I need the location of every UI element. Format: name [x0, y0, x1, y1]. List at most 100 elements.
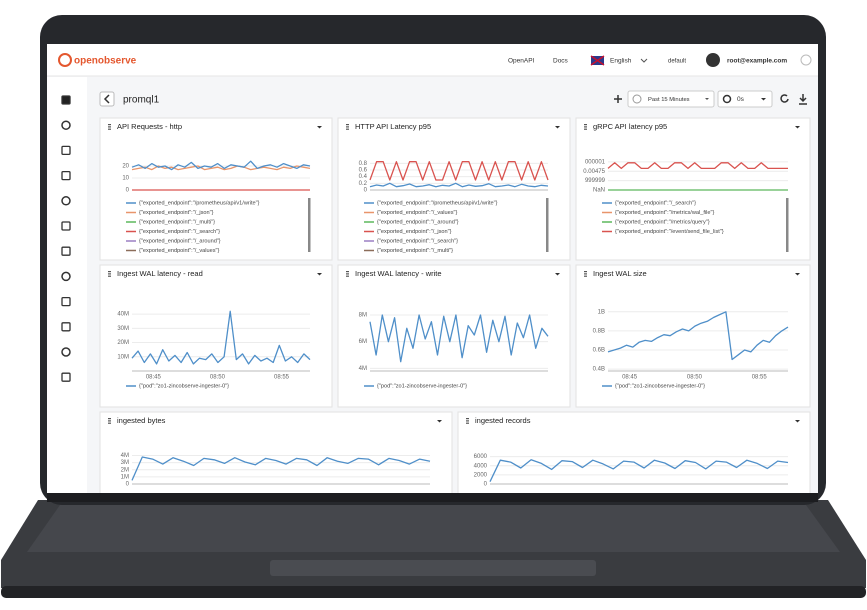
- x-tick-label: 08:45: [146, 375, 162, 381]
- drag-handle: [584, 273, 587, 275]
- keyboard-deck: [27, 505, 840, 552]
- drag-handle: [108, 420, 111, 422]
- sidebar-icon: [61, 246, 71, 256]
- panel-menu: [437, 420, 442, 423]
- drag-handle: [346, 271, 349, 273]
- nav-user[interactable]: root@example.com: [727, 58, 787, 65]
- panel-menu: [317, 273, 322, 276]
- y-tick-label: 10: [122, 176, 129, 182]
- panel-title: gRPC API latency p95: [593, 122, 667, 131]
- laptop-foot: [1, 586, 866, 598]
- nav-language[interactable]: English: [610, 58, 632, 65]
- legend-label: {"exported_endpoint":"/_values"}: [139, 248, 220, 254]
- legend-label: {"exported_endpoint":"/metrics/query"}: [615, 219, 710, 225]
- legend-label: {"pod":"zo1-zincobserve-ingester-0"}: [377, 383, 467, 389]
- drag-handle: [108, 273, 111, 275]
- y-tick-label: 0: [126, 188, 130, 194]
- y-tick-label: NaN: [593, 188, 605, 194]
- panel-menu: [555, 126, 560, 129]
- series-line: [369, 314, 549, 363]
- panel-title: Ingest WAL latency - write: [355, 269, 442, 278]
- drag-handle: [466, 418, 469, 420]
- avatar[interactable]: [706, 53, 720, 67]
- drag-handle: [346, 273, 349, 275]
- sidebar-icon: [61, 95, 71, 105]
- refresh-picker[interactable]: [717, 90, 773, 108]
- panel: ingested records 0 2000 4000 6000: [457, 411, 811, 493]
- clock-icon: [632, 94, 642, 104]
- legend-scrollbar: [546, 198, 549, 252]
- x-tick-label: 08:50: [210, 375, 226, 381]
- download-button[interactable]: [799, 94, 807, 105]
- legend-label: {"exported_endpoint":"/_json"}: [139, 210, 214, 216]
- sidebar-icon: [61, 296, 71, 307]
- legend-scrollbar: [786, 198, 789, 252]
- sidebar-icon: [61, 372, 71, 382]
- add-panel[interactable]: [614, 95, 622, 103]
- y-tick-label: 0: [126, 482, 130, 488]
- logo-icon: [58, 53, 72, 67]
- y-tick-label: 6000: [474, 454, 488, 460]
- y-tick-label: 1B: [598, 309, 605, 315]
- nav-docs[interactable]: Docs: [553, 58, 569, 65]
- drag-handle: [108, 422, 111, 424]
- panel-menu: [795, 126, 800, 129]
- panel-menu: [795, 273, 800, 276]
- drag-handle: [346, 275, 349, 277]
- caret: [640, 58, 648, 63]
- y-tick-label: 4000: [474, 463, 488, 469]
- y-tick-label: 4M: [359, 366, 367, 372]
- y-tick-label: 0: [484, 482, 488, 488]
- user-menu[interactable]: [800, 54, 812, 66]
- series-line: [607, 311, 789, 361]
- panel: Ingest WAL latency - read 10M 20M 30M 40M 08:…: [99, 264, 333, 408]
- refresh-button[interactable]: [780, 94, 789, 103]
- refresh-icon: [722, 94, 732, 104]
- sidebar-icon: [61, 322, 71, 332]
- series-line: [131, 310, 311, 365]
- y-tick-label: 30M: [117, 326, 129, 332]
- y-tick-label: 20M: [117, 340, 129, 346]
- panel-box: [99, 411, 453, 493]
- sidebar-icon: [61, 271, 71, 282]
- panel-menu: [795, 420, 800, 423]
- back-button[interactable]: [99, 91, 115, 107]
- dashboard-name: promql1: [123, 95, 160, 106]
- sidebar-icon: [61, 221, 71, 231]
- sidebar-icons: [61, 95, 71, 382]
- y-tick-label: 6M: [359, 339, 367, 345]
- drag-handle: [584, 126, 587, 128]
- legend-label: {"exported_endpoint":"/_search"}: [139, 229, 220, 235]
- y-tick-label: 0: [364, 188, 368, 194]
- legend-label: {"exported_endpoint":"/_around"}: [377, 219, 459, 225]
- legend-label: {"exported_endpoint":"/_multi"}: [377, 248, 453, 254]
- nav-openapi[interactable]: OpenAPI: [508, 58, 535, 65]
- caret: [761, 98, 766, 101]
- panel-box: [99, 117, 333, 261]
- panel-title: API Requests - http: [117, 122, 182, 131]
- flag-cross: [590, 55, 605, 66]
- y-tick-label: 40M: [117, 312, 129, 318]
- y-tick-label: 0.8B: [593, 328, 605, 334]
- legend-scrollbar: [308, 198, 311, 252]
- trackpad: [270, 560, 596, 576]
- time-picker[interactable]: [627, 90, 715, 108]
- series-line: [131, 456, 431, 481]
- series-line: [607, 162, 788, 170]
- drag-handle: [108, 271, 111, 273]
- drag-handle: [108, 275, 111, 277]
- legend-label: {"pod":"zo1-zincobserve-ingester-0"}: [139, 383, 229, 389]
- legend-label: {"exported_endpoint":"/_json"}: [377, 229, 452, 235]
- logo: openobserve: [74, 56, 137, 67]
- x-tick-label: 08:55: [752, 375, 768, 381]
- x-tick-label: 08:50: [687, 375, 703, 381]
- panel: API Requests - http 0 10 20 {"exported_endpo…: [99, 117, 333, 261]
- drag-handle: [346, 126, 349, 128]
- legend-label: {"exported_endpoint":"/prometheus/api/v1…: [377, 200, 498, 206]
- panel-box: [337, 117, 571, 261]
- nav-org[interactable]: default: [668, 59, 686, 65]
- y-tick-label: 0.8: [359, 161, 368, 167]
- drag-handle: [108, 126, 111, 128]
- sidebar-icon: [61, 145, 71, 156]
